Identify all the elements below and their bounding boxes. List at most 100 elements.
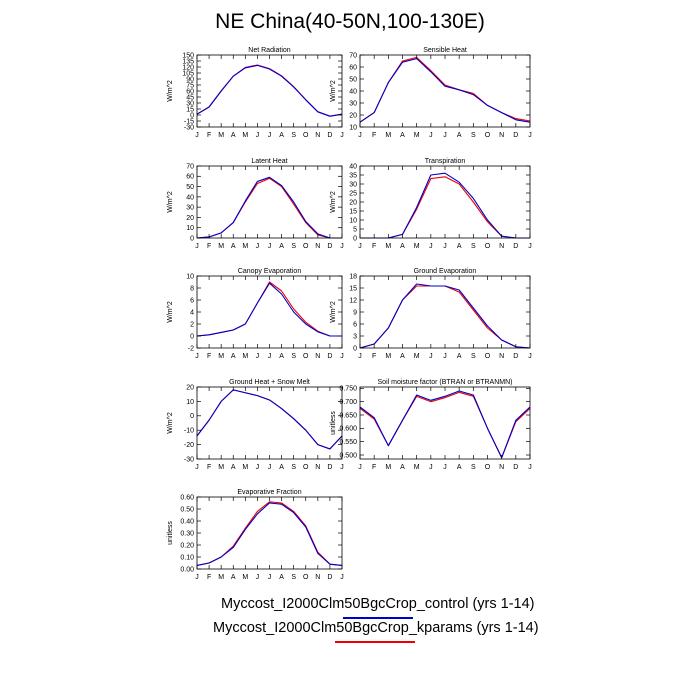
x-tick-label: J [443, 464, 447, 471]
panel-title: Ground Heat + Snow Melt [229, 379, 310, 386]
x-tick-label: D [513, 353, 518, 360]
x-tick-label: A [400, 132, 405, 139]
x-tick-label: J [528, 243, 532, 250]
y-tick-label: 0.750 [339, 386, 357, 393]
x-tick-label: J [268, 132, 272, 139]
x-tick-label: A [400, 243, 405, 250]
chart-panel-1: Net Radiation W/m^2 -30-150153045607590105… [167, 47, 344, 139]
panel-title: Evaporative Fraction [237, 489, 301, 496]
x-tick-label: F [207, 574, 211, 581]
y-tick-label: 0.10 [180, 554, 194, 561]
plot-frame [359, 275, 531, 349]
y-tick-label: -15 [184, 118, 194, 125]
y-tick-label: 0.20 [180, 542, 194, 549]
y-tick-label: 10 [349, 124, 357, 131]
y-tick-label: 70 [186, 163, 194, 170]
chart-panel-4: Transpiration W/m^2 0 5 10 15 20 25 30 35 40 J F M A M J… [330, 158, 532, 250]
x-tick-label: J [340, 464, 344, 471]
x-tick-label: O [485, 243, 491, 250]
x-tick-label: A [457, 243, 462, 250]
x-tick-label: J [358, 353, 362, 360]
panel-title: Sensible Heat [423, 47, 467, 54]
x-tick-label: J [256, 464, 260, 471]
x-tick-label: N [499, 353, 504, 360]
y-tick-label: 0.00 [180, 566, 194, 573]
plot-frame [196, 54, 343, 128]
y-tick-label: 50 [186, 184, 194, 191]
x-tick-label: N [315, 353, 320, 360]
x-tick-label: J [195, 132, 199, 139]
x-tick-label: O [485, 464, 491, 471]
y-tick-label: 20 [349, 112, 357, 119]
x-tick-label: J [195, 464, 199, 471]
series-line-control [196, 502, 343, 566]
x-tick-label: M [218, 132, 224, 139]
y-tick-label: 9 [353, 309, 357, 316]
y-tick-label: 0 [353, 235, 357, 242]
x-tick-label: F [372, 243, 376, 250]
x-tick-label: A [231, 353, 236, 360]
y-tick-label: 0.60 [180, 494, 194, 501]
x-tick-label: M [385, 243, 391, 250]
panel-title: Soil moisture factor (BTRAN or BTRANMN) [378, 379, 513, 386]
y-tick-label: -30 [184, 124, 194, 131]
x-tick-label: S [291, 464, 296, 471]
x-tick-label: A [400, 353, 405, 360]
y-tick-label: 0.600 [339, 426, 357, 433]
y-tick-label: 2 [190, 321, 194, 328]
y-tick-label: 10 [349, 217, 357, 224]
y-tick-label: 150 [182, 52, 194, 59]
x-tick-label: J [256, 243, 260, 250]
series-line-control [196, 176, 342, 239]
chart-panel-6: Ground Evaporation W/m^2 0 3 6 9 12 15 18 J F M A M J J… [330, 268, 532, 360]
series-line-control [359, 390, 531, 459]
x-tick-label: D [513, 132, 518, 139]
chart-panel-8: Soil moisture factor (BTRAN or BTRANMN) u… [330, 379, 532, 471]
x-tick-label: M [218, 464, 224, 471]
y-tick-label: 0.550 [339, 439, 357, 446]
y-tick-label: 0.500 [339, 452, 357, 459]
x-tick-label: M [385, 353, 391, 360]
y-axis-label: W/m^2 [330, 191, 337, 213]
legend-entry-control: Myccost_I2000Clm50BgcCrop_control (yrs 1… [221, 596, 535, 612]
y-tick-label: 75 [186, 82, 194, 89]
x-tick-label: N [499, 243, 504, 250]
y-tick-label: 45 [186, 94, 194, 101]
y-tick-label: 35 [349, 172, 357, 179]
legend-swatch-control [343, 617, 413, 619]
y-tick-label: 30 [186, 100, 194, 107]
x-tick-label: J [195, 574, 199, 581]
y-tick-label: 0.700 [339, 399, 357, 406]
x-tick-label: J [340, 353, 344, 360]
plot-frame [359, 54, 531, 128]
y-axis-label: W/m^2 [167, 412, 174, 434]
y-tick-label: 3 [353, 333, 357, 340]
x-tick-label: F [207, 243, 211, 250]
x-tick-label: M [414, 353, 420, 360]
y-tick-label: 0.50 [180, 506, 194, 513]
series-line-control [196, 64, 343, 117]
x-tick-label: A [231, 464, 236, 471]
x-tick-label: J [429, 132, 433, 139]
y-axis-label: W/m^2 [330, 80, 337, 102]
x-tick-label: N [499, 132, 504, 139]
x-tick-label: J [268, 464, 272, 471]
x-tick-label: A [457, 353, 462, 360]
x-tick-label: F [207, 132, 211, 139]
y-tick-label: 30 [349, 181, 357, 188]
x-tick-label: J [195, 243, 199, 250]
x-tick-label: M [218, 574, 224, 581]
x-tick-label: J [340, 132, 344, 139]
x-tick-label: A [400, 464, 405, 471]
series-line-kparams [196, 281, 342, 337]
x-tick-label: M [242, 464, 248, 471]
y-tick-label: -20 [184, 442, 194, 449]
legend-entry-kparams: Myccost_I2000Clm50BgcCrop_kparams (yrs 1… [213, 620, 539, 636]
series-line-control [196, 389, 343, 450]
x-tick-label: S [471, 464, 476, 471]
y-tick-label: 90 [186, 76, 194, 83]
y-tick-label: 12 [349, 297, 357, 304]
plot-frame [196, 386, 343, 460]
x-tick-label: A [457, 132, 462, 139]
